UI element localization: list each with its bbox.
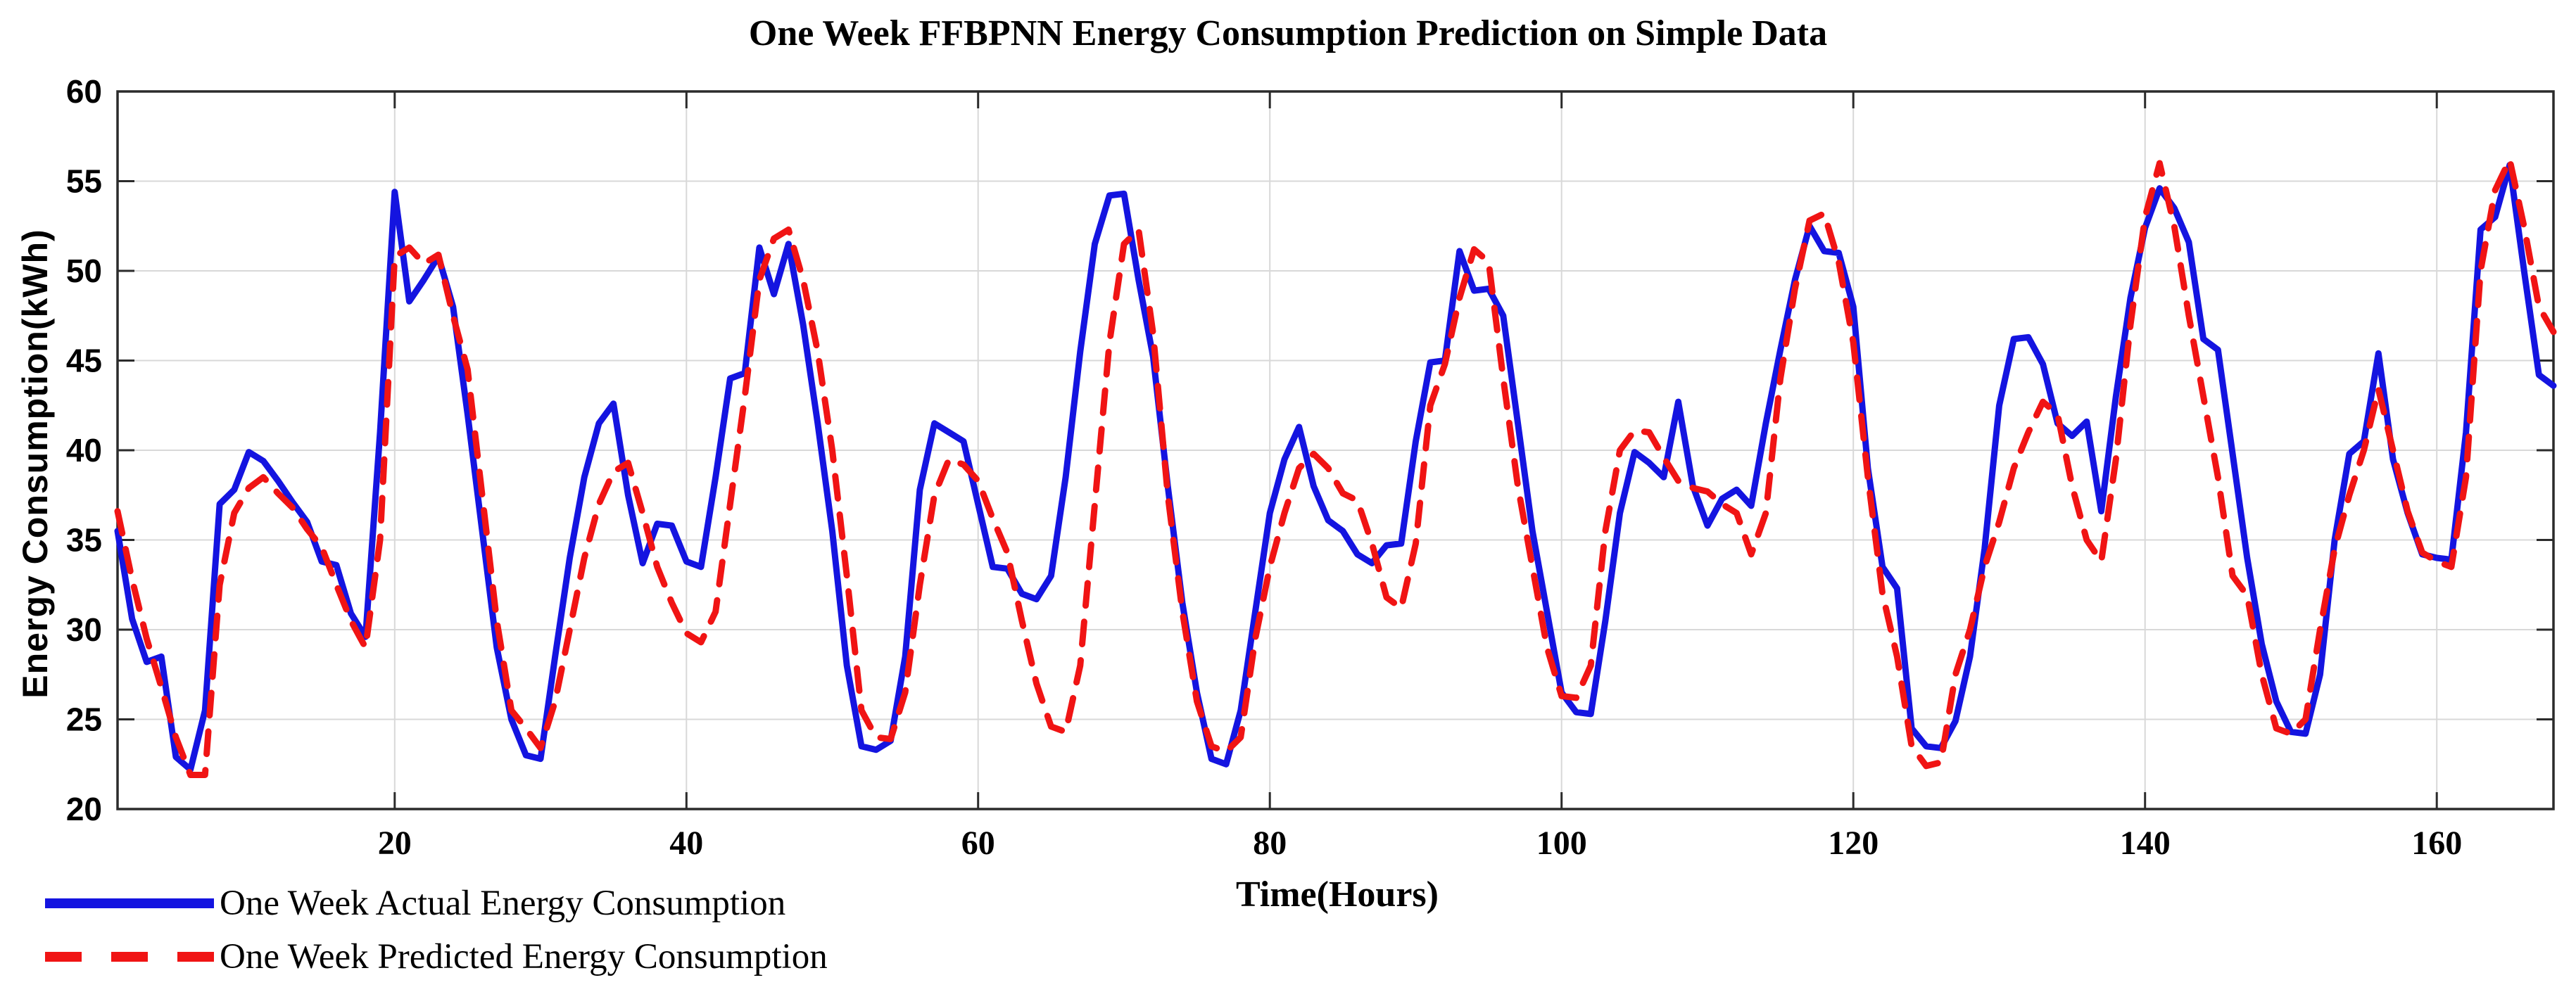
y-tick-label: 20	[66, 791, 102, 827]
x-tick-label: 60	[961, 825, 995, 862]
x-tick-label: 40	[669, 825, 703, 862]
x-tick-label: 20	[378, 825, 412, 862]
y-tick-label: 50	[66, 253, 102, 289]
y-tick-label: 60	[66, 73, 102, 110]
y-tick-label: 55	[66, 163, 102, 200]
legend: One Week Actual Energy Consumption One W…	[44, 877, 828, 984]
legend-label-predicted: One Week Predicted Energy Consumption	[220, 937, 828, 976]
y-tick-label: 35	[66, 522, 102, 559]
predicted-line-icon	[45, 952, 214, 962]
x-tick-label: 140	[2120, 825, 2171, 862]
predicted-series-line	[114, 156, 2557, 778]
legend-item-actual: One Week Actual Energy Consumption	[44, 877, 828, 930]
x-tick-label: 120	[1828, 825, 1879, 862]
legend-item-predicted: One Week Predicted Energy Consumption	[44, 930, 828, 984]
y-axis-label: Energy Consumption(kWh)	[15, 229, 55, 699]
x-axis-label: Time(Hours)	[1236, 874, 1439, 915]
y-tick-label: 40	[66, 432, 102, 469]
x-tick-label: 160	[2411, 825, 2462, 862]
x-tick-label: 100	[1536, 825, 1587, 862]
actual-line-icon	[45, 898, 214, 908]
y-tick-label: 45	[66, 343, 102, 379]
actual-series-line	[114, 162, 2557, 773]
y-tick-label: 25	[66, 701, 102, 738]
legend-label-actual: One Week Actual Energy Consumption	[220, 884, 786, 923]
y-tick-label: 30	[66, 611, 102, 648]
chart-title: One Week FFBPNN Energy Consumption Predi…	[748, 13, 1828, 53]
x-tick-label: 80	[1253, 825, 1287, 862]
